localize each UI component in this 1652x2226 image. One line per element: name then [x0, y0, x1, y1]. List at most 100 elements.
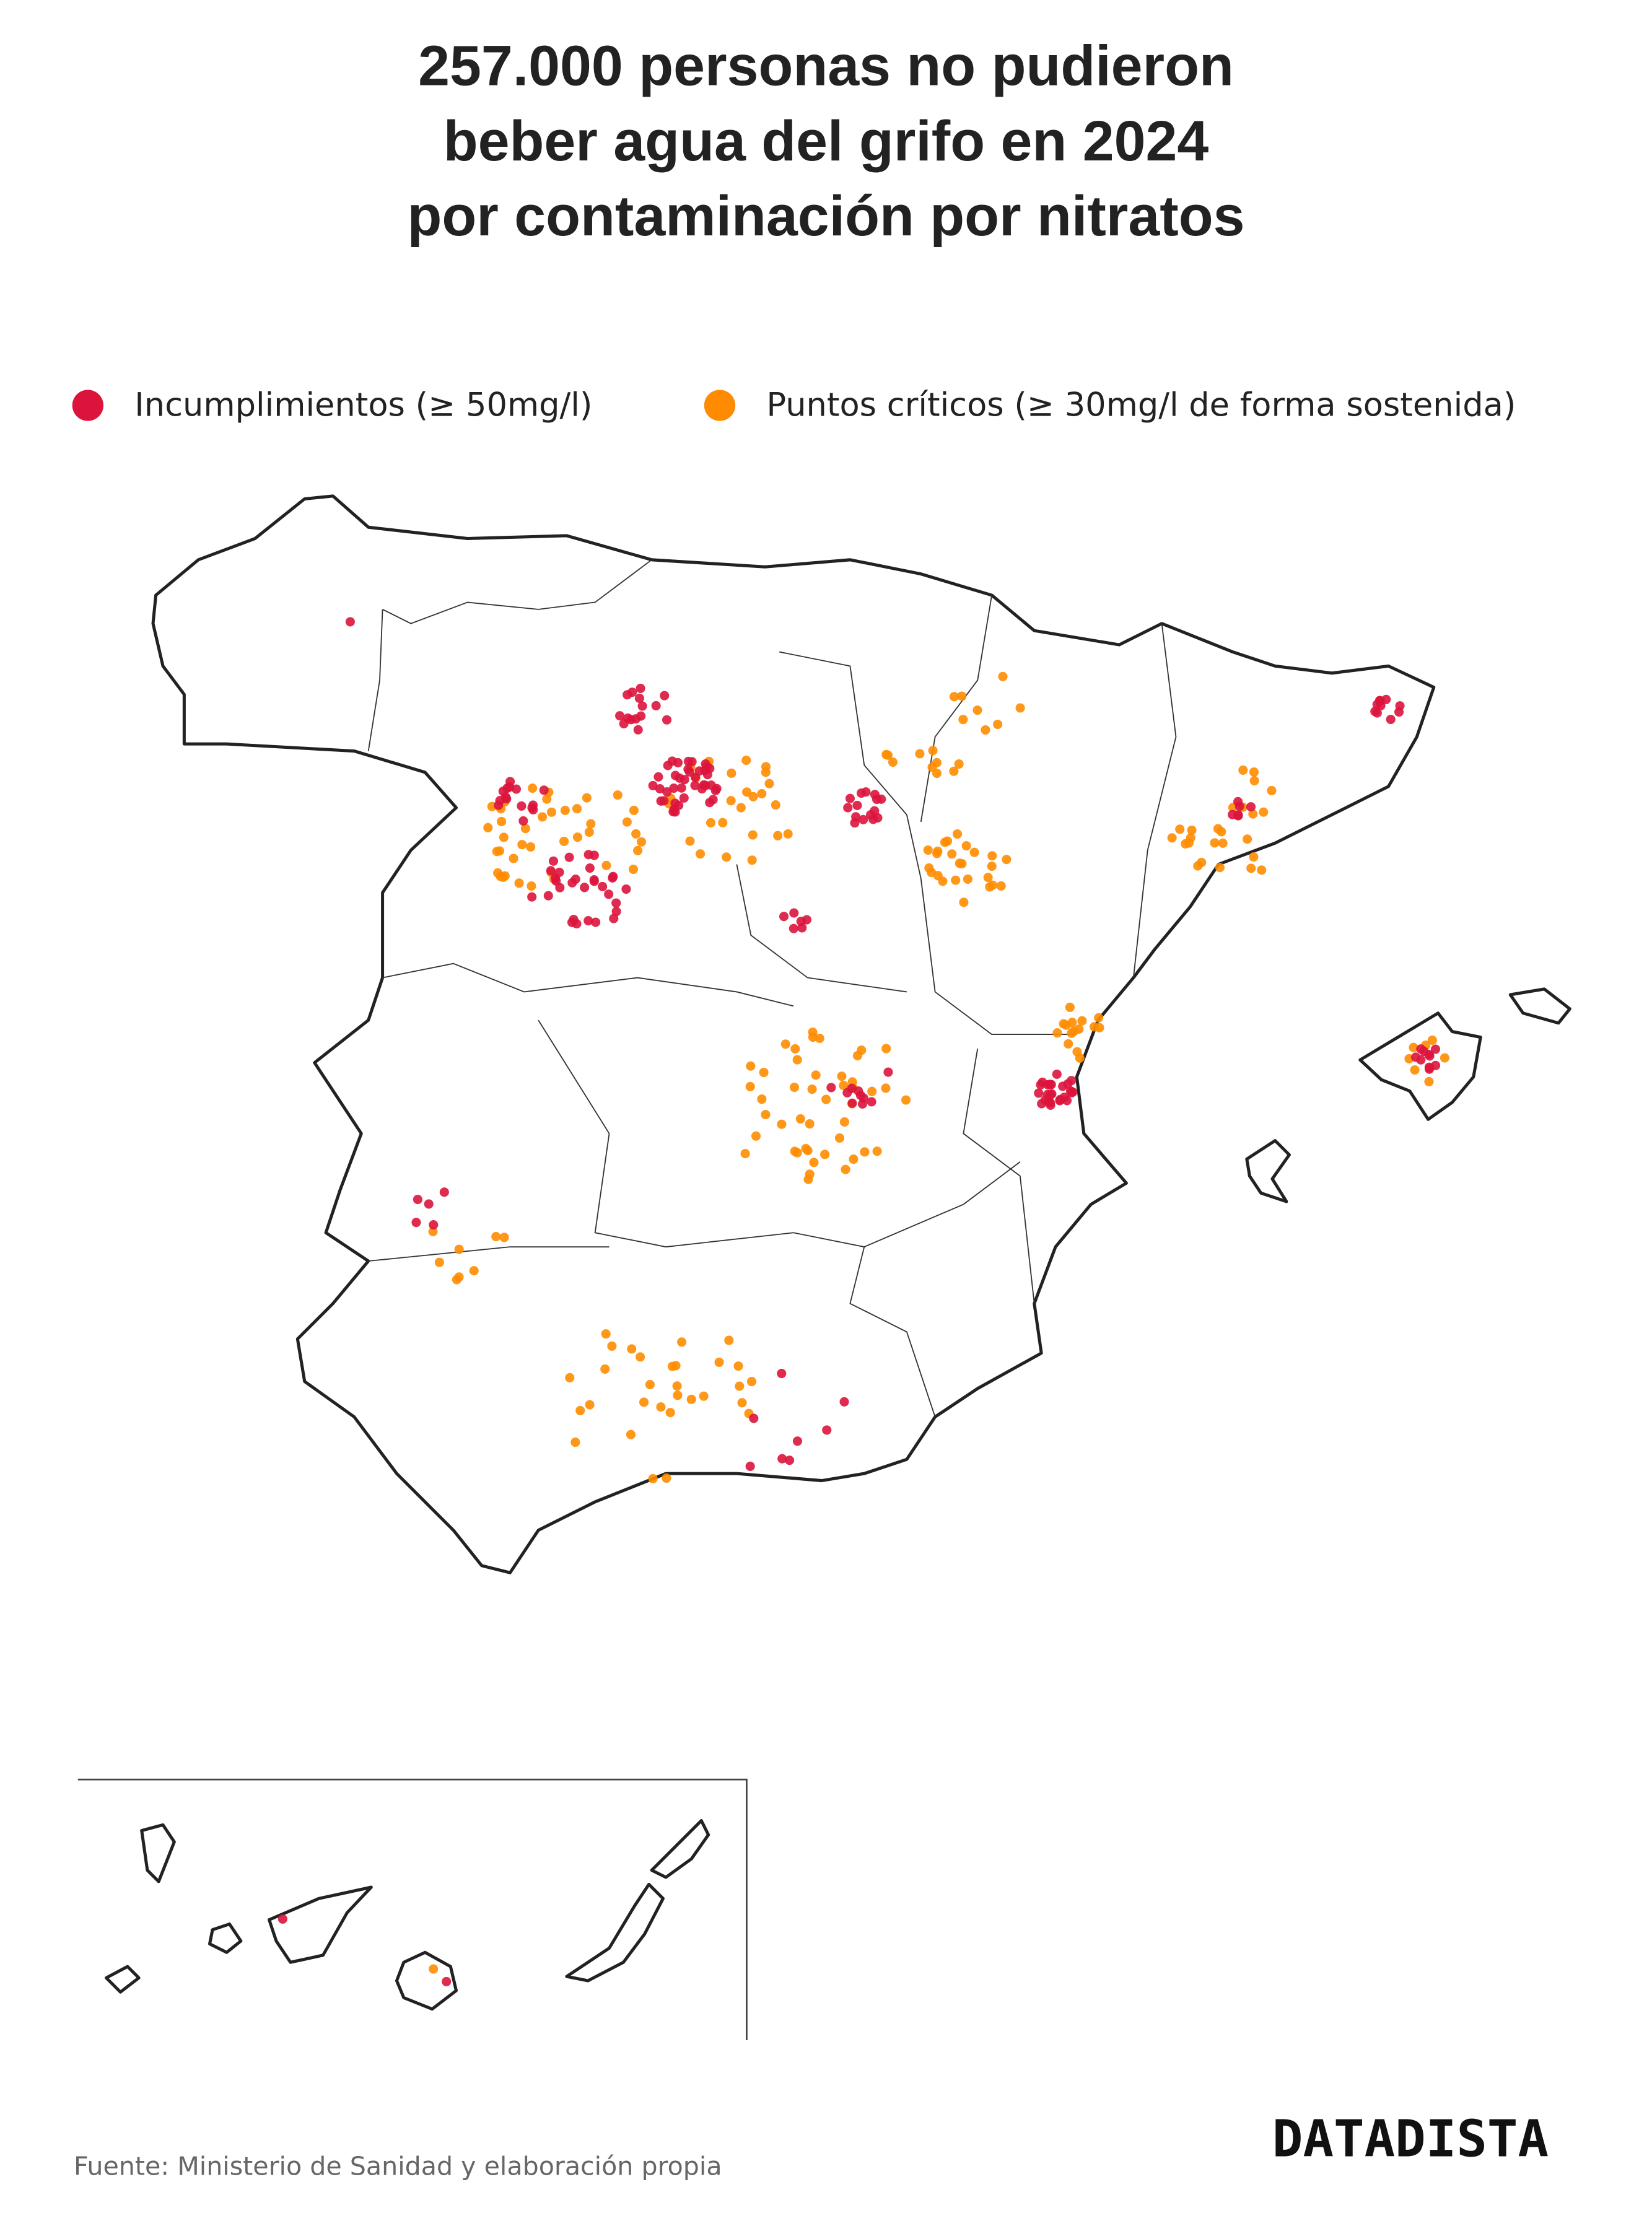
- critical-point: [1094, 1013, 1104, 1023]
- critical-point: [963, 874, 972, 884]
- gran-canaria: [395, 1950, 458, 2011]
- critical-point: [1197, 857, 1207, 868]
- critical-point: [773, 831, 783, 840]
- points: [278, 617, 1449, 1986]
- breach-point: [843, 803, 853, 813]
- breach-point: [570, 874, 580, 884]
- critical-point: [727, 768, 736, 778]
- critical-point: [811, 1070, 821, 1080]
- critical-point: [633, 845, 643, 855]
- breach-point: [662, 715, 672, 725]
- critical-point: [429, 1964, 439, 1974]
- menorca: [1508, 987, 1571, 1025]
- breach-point: [604, 889, 614, 899]
- map: [77, 494, 1571, 2041]
- critical-point: [780, 1039, 790, 1049]
- critical-point: [1410, 1065, 1420, 1075]
- legend: Incumplimientos (≥ 50mg/l) Puntos crítico…: [72, 386, 1516, 424]
- critical-point: [662, 1473, 671, 1483]
- critical-point: [601, 860, 611, 870]
- breach-point: [789, 923, 798, 933]
- legend-label: Incumplimientos (≥ 50mg/l): [134, 386, 592, 424]
- critical-point: [736, 803, 746, 813]
- breach-point: [518, 816, 528, 826]
- critical-point: [613, 790, 623, 800]
- critical-point: [783, 829, 793, 839]
- critical-point: [927, 867, 937, 878]
- critical-point: [586, 819, 596, 829]
- breach-point: [1067, 1088, 1077, 1098]
- critical-point: [881, 1083, 891, 1093]
- critical-point: [803, 1146, 813, 1156]
- critical-point: [993, 719, 1003, 730]
- breach-point: [690, 772, 701, 782]
- breach-point: [859, 814, 868, 824]
- breach-point: [619, 718, 629, 729]
- critical-point: [636, 837, 647, 847]
- critical-point: [572, 804, 582, 814]
- critical-point: [932, 757, 942, 767]
- critical-point: [1213, 824, 1223, 834]
- critical-point: [777, 1119, 787, 1129]
- canary-island: [140, 1823, 176, 1883]
- critical-point: [629, 805, 639, 815]
- breach-point: [653, 772, 663, 782]
- breach-point: [1395, 701, 1405, 711]
- critical-point: [996, 881, 1006, 891]
- critical-point: [1238, 765, 1248, 775]
- critical-point: [601, 1329, 611, 1339]
- critical-point: [695, 849, 706, 859]
- legend-swatch: [704, 390, 736, 421]
- breach-point: [826, 1083, 836, 1093]
- critical-point: [570, 1438, 580, 1447]
- breach-point: [655, 784, 665, 794]
- critical-point: [572, 832, 582, 842]
- critical-point: [998, 671, 1008, 681]
- critical-point: [428, 1226, 438, 1236]
- critical-point: [600, 1364, 610, 1374]
- critical-point: [699, 1391, 709, 1401]
- breach-point: [779, 912, 789, 922]
- breach-point: [1376, 701, 1386, 710]
- lanzarote: [650, 1818, 710, 1879]
- breach-point: [1425, 1051, 1435, 1061]
- canary-island: [208, 1922, 243, 1954]
- breach-point: [589, 876, 599, 886]
- critical-point: [520, 824, 530, 834]
- critical-point: [1077, 1016, 1087, 1026]
- critical-point: [1409, 1042, 1418, 1052]
- critical-point: [942, 836, 953, 846]
- critical-point: [726, 796, 736, 806]
- critical-point: [685, 836, 695, 846]
- critical-point: [1259, 807, 1269, 817]
- critical-point: [1218, 838, 1228, 848]
- critical-point: [494, 846, 505, 856]
- critical-point: [622, 817, 632, 827]
- critical-point: [751, 1131, 761, 1141]
- breach-point: [411, 1218, 421, 1228]
- critical-point: [1059, 1019, 1069, 1029]
- breach-point: [623, 690, 632, 700]
- breach-point: [789, 908, 799, 918]
- critical-point: [714, 1357, 724, 1368]
- critical-point: [857, 1045, 867, 1055]
- breach-point: [442, 1976, 452, 1986]
- critical-point: [747, 855, 757, 865]
- critical-point: [1064, 1039, 1073, 1049]
- critical-point: [746, 1377, 757, 1387]
- mallorca: [1358, 1011, 1482, 1121]
- breach-point: [701, 759, 710, 769]
- critical-point: [1175, 824, 1185, 834]
- breach-point: [861, 787, 871, 797]
- critical-point: [745, 1081, 755, 1092]
- breach-point: [845, 793, 855, 803]
- breach-point: [424, 1199, 434, 1209]
- critical-point: [585, 1400, 595, 1410]
- critical-point: [983, 873, 993, 883]
- critical-point: [626, 1429, 636, 1439]
- critical-point: [1427, 1035, 1437, 1045]
- breach-point: [675, 773, 684, 783]
- breach-point: [527, 892, 537, 902]
- critical-point: [627, 1344, 637, 1354]
- critical-point: [1424, 1076, 1434, 1086]
